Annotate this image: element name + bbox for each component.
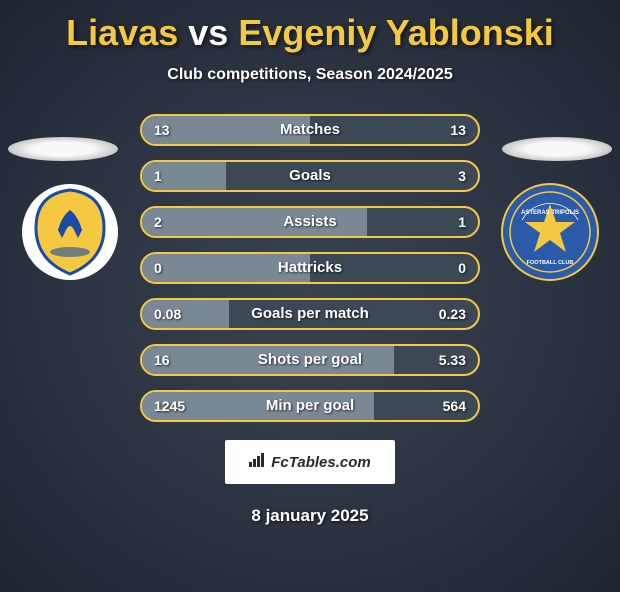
team-crest-left <box>20 182 120 282</box>
title-vs: vs <box>188 12 228 53</box>
stat-label: Goals per match <box>142 300 478 328</box>
stat-value-right: 3 <box>458 162 466 190</box>
crest-shadow-right <box>502 137 612 161</box>
stat-bar: 2 Assists 1 <box>140 206 480 238</box>
panaitolikos-crest-icon <box>20 182 120 282</box>
stat-bar: 0 Hattricks 0 <box>140 252 480 284</box>
stat-bar: 1 Goals 3 <box>140 160 480 192</box>
stat-value-right: 0.23 <box>439 300 466 328</box>
stat-bar: 16 Shots per goal 5.33 <box>140 344 480 376</box>
subtitle: Club competitions, Season 2024/2025 <box>0 66 620 84</box>
stat-label: Matches <box>142 116 478 144</box>
stat-label: Shots per goal <box>142 346 478 374</box>
stats-bars: 13 Matches 13 1 Goals 3 2 Assists 1 0 Ha… <box>140 114 480 422</box>
stat-value-right: 1 <box>458 208 466 236</box>
stat-bar: 1245 Min per goal 564 <box>140 390 480 422</box>
crest-shadow-left <box>8 137 118 161</box>
stat-bar: 0.08 Goals per match 0.23 <box>140 298 480 330</box>
svg-text:FOOTBALL CLUB: FOOTBALL CLUB <box>527 260 574 266</box>
date-text: 8 january 2025 <box>0 506 620 526</box>
team-crest-right: ASTERAS TRIPOLIS FOOTBALL CLUB <box>500 182 600 282</box>
watermark: FcTables.com <box>225 440 395 484</box>
stat-label: Min per goal <box>142 392 478 420</box>
stat-value-right: 0 <box>458 254 466 282</box>
stat-value-right: 564 <box>443 392 466 420</box>
stat-label: Assists <box>142 208 478 236</box>
stat-label: Hattricks <box>142 254 478 282</box>
stat-bar: 13 Matches 13 <box>140 114 480 146</box>
stat-label: Goals <box>142 162 478 190</box>
title-player2: Evgeniy Yablonski <box>238 12 553 53</box>
watermark-chart-icon <box>249 453 267 472</box>
svg-text:ASTERAS TRIPOLIS: ASTERAS TRIPOLIS <box>521 210 579 216</box>
stat-value-right: 5.33 <box>439 346 466 374</box>
stat-value-right: 13 <box>450 116 466 144</box>
title-player1: Liavas <box>66 12 178 53</box>
page-title: Liavas vs Evgeniy Yablonski <box>0 12 620 54</box>
asteras-crest-icon: ASTERAS TRIPOLIS FOOTBALL CLUB <box>500 182 600 282</box>
watermark-text: FcTables.com <box>271 454 370 471</box>
